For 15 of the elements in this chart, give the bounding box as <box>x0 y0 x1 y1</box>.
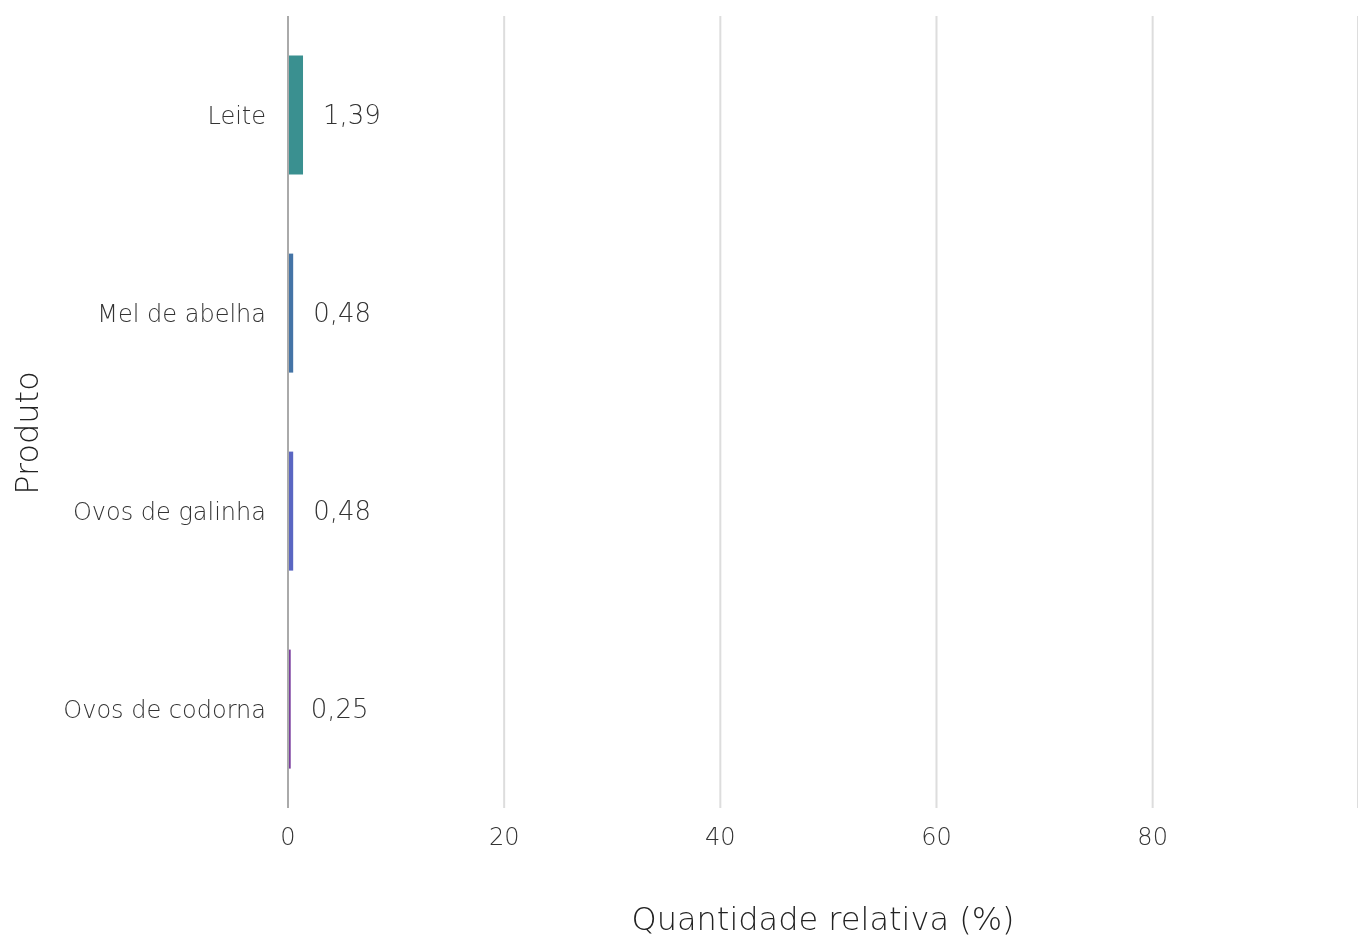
y-axis-title: Produto <box>8 371 46 495</box>
x-tick-label: 0 <box>280 823 296 852</box>
y-tick-label: Ovos de galinha <box>72 497 266 526</box>
x-tick-label: 40 <box>705 823 736 852</box>
x-tick-label: 60 <box>921 823 952 852</box>
y-tick-label: Ovos de codorna <box>63 695 266 724</box>
data-label: 0,48 <box>313 496 372 527</box>
data-label: 0,25 <box>310 694 369 725</box>
y-tick-label: Leite <box>207 101 266 130</box>
y-tick-label: Mel de abelha <box>97 299 266 328</box>
x-axis-title: Quantidade relativa (%) <box>630 900 1016 938</box>
x-tick-label: 80 <box>1137 823 1168 852</box>
x-tick-label: 20 <box>488 823 520 852</box>
data-label: 0,48 <box>313 298 372 329</box>
data-label: 1,39 <box>323 100 381 131</box>
